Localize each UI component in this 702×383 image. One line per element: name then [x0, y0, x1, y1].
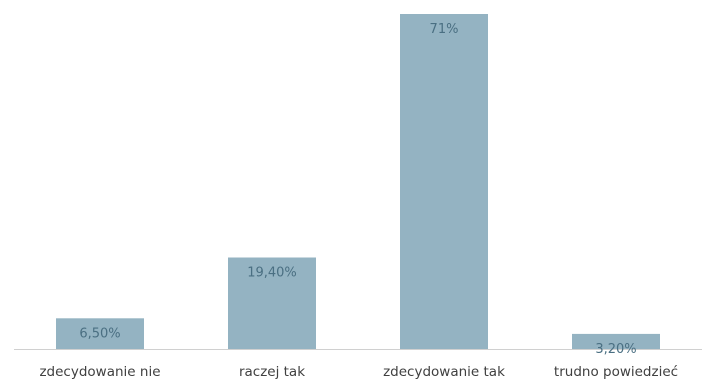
category-label-4: trudno powiedzieć — [554, 364, 678, 380]
bar-4 — [572, 333, 660, 349]
category-label-3: zdecydowanie tak — [383, 364, 505, 380]
category-label-2: raczej tak — [239, 364, 305, 380]
bar-3 — [400, 14, 488, 349]
category-label-1: zdecydowanie nie — [39, 364, 160, 380]
bars-group — [56, 14, 660, 349]
category-labels-group: zdecydowanie nie raczej tak zdecydowanie t… — [39, 364, 678, 380]
bar-1 — [56, 318, 144, 349]
data-label-2: 19,40% — [247, 266, 297, 281]
data-label-3: 71% — [430, 22, 459, 37]
data-labels-group: 6,50% 19,40% 71% 3,20% — [79, 22, 636, 357]
data-label-1: 6,50% — [79, 326, 120, 341]
data-label-4: 3,20% — [595, 342, 636, 357]
bar-2 — [228, 257, 316, 349]
